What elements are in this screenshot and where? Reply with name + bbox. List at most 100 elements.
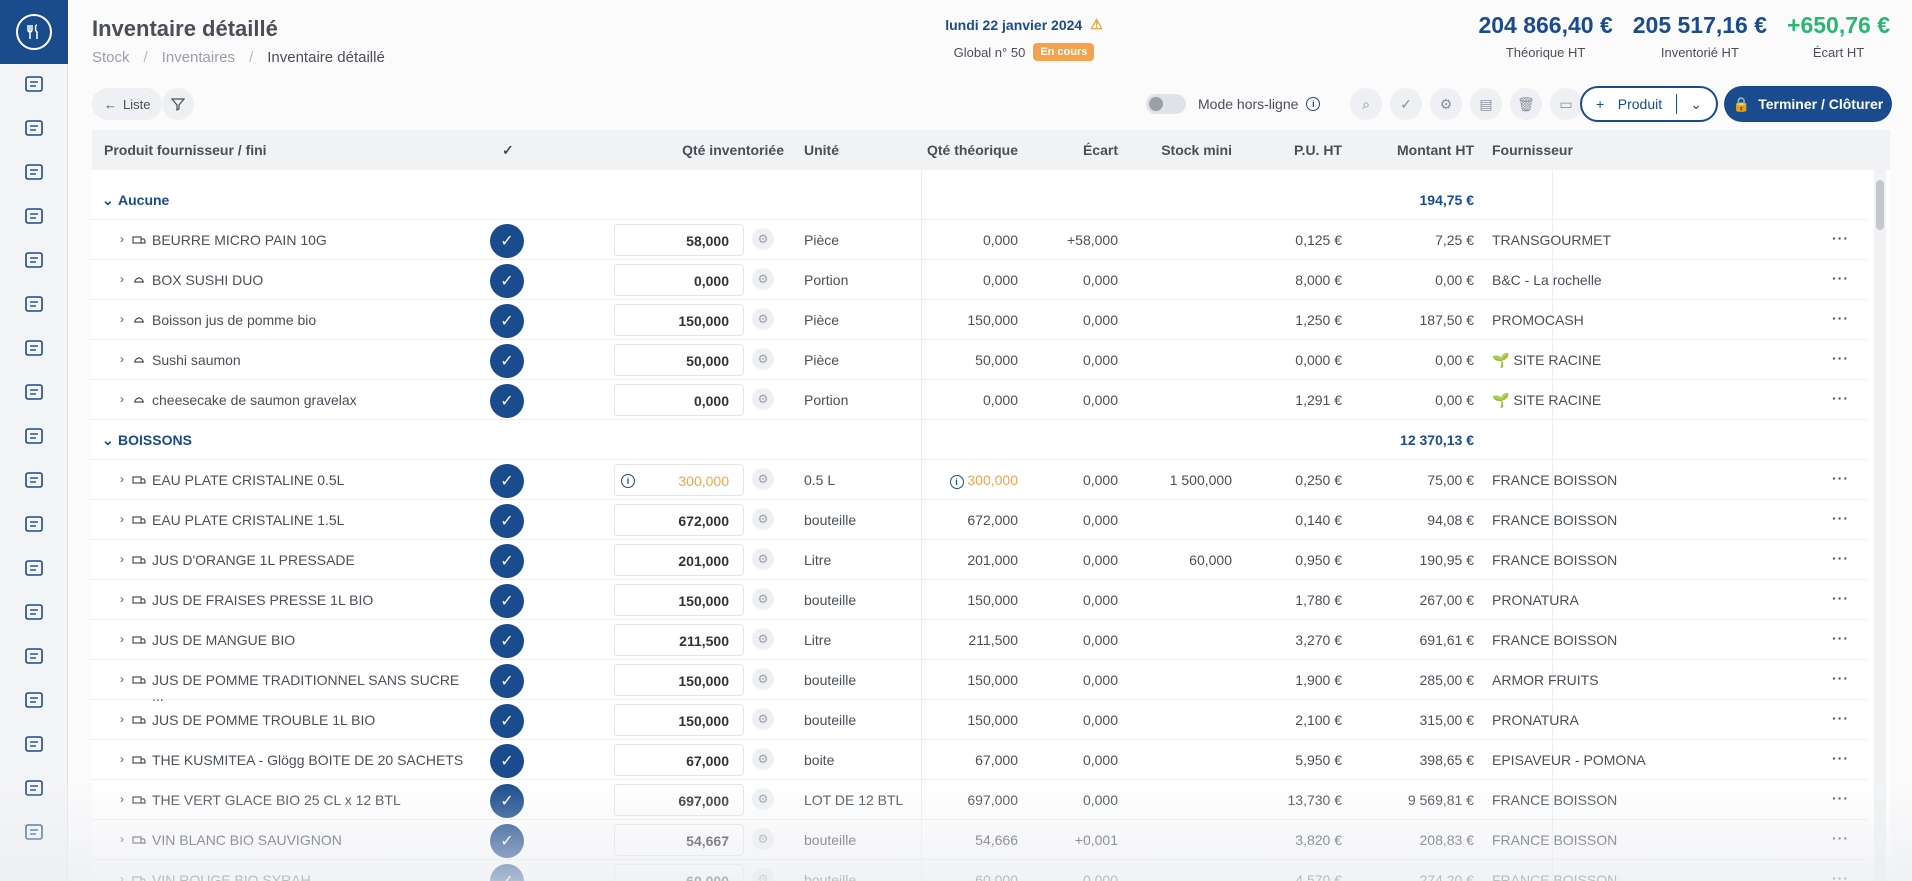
gear-icon[interactable]: ⚙ [752, 748, 774, 770]
close-inventory-button[interactable]: 🔒 Terminer / Clôturer [1724, 86, 1892, 122]
col-pu-ht[interactable]: P.U. HT [1294, 142, 1342, 158]
qty-inventoriee-input[interactable]: 150,000 [614, 304, 744, 336]
qty-inventoriee-input[interactable]: 150,000 [614, 664, 744, 696]
chevron-down-icon[interactable]: ⌄ [102, 192, 114, 208]
gear-icon[interactable]: ⚙ [752, 388, 774, 410]
qty-inventoriee-input[interactable]: 211,500 [614, 624, 744, 656]
col-produit[interactable]: Produit fournisseur / fini [104, 142, 267, 158]
add-product-button[interactable]: + Produit ⌄ [1580, 86, 1718, 122]
gear-icon[interactable]: ⚙ [752, 468, 774, 490]
chevron-right-icon[interactable]: › [120, 512, 124, 526]
app-logo[interactable] [0, 0, 68, 64]
checked-icon[interactable]: ✓ [490, 824, 524, 858]
checked-icon[interactable]: ✓ [490, 664, 524, 698]
settings-button[interactable]: ⚙ [1430, 88, 1462, 120]
checked-icon[interactable]: ✓ [490, 384, 524, 418]
chevron-right-icon[interactable]: › [120, 672, 124, 686]
qty-inventoriee-input[interactable]: 54,667 [614, 824, 744, 856]
sidebar-settings-icon[interactable] [22, 292, 46, 316]
sidebar-cart-icon[interactable] [22, 512, 46, 536]
checked-icon[interactable]: ✓ [490, 504, 524, 538]
sidebar-calculator-icon[interactable] [22, 688, 46, 712]
checked-icon[interactable]: ✓ [490, 224, 524, 258]
product-name[interactable]: BEURRE MICRO PAIN 10G [152, 232, 327, 248]
table-row[interactable]: › JUS DE POMME TROUBLE 1L BIO ✓ 150,000 ⚙ bou… [92, 700, 1867, 740]
chevron-right-icon[interactable]: › [120, 392, 124, 406]
table-row[interactable]: › JUS DE MANGUE BIO ✓ 211,500 ⚙ Litre 211,500 0… [92, 620, 1867, 660]
chevron-right-icon[interactable]: › [120, 232, 124, 246]
gear-icon[interactable]: ⚙ [752, 788, 774, 810]
table-row[interactable]: › VIN BLANC BIO SAUVIGNON ✓ 54,667 ⚙ bouteill… [92, 820, 1867, 860]
more-options-icon[interactable]: ··· [1832, 510, 1849, 526]
sidebar-handshake-icon[interactable] [22, 116, 46, 140]
checked-icon[interactable]: ✓ [490, 344, 524, 378]
product-name[interactable]: BOX SUSHI DUO [152, 272, 264, 288]
qty-inventoriee-input[interactable]: 0,000 [614, 384, 744, 416]
table-row[interactable]: › EAU PLATE CRISTALINE 1.5L ✓ 672,000 ⚙ boute… [92, 500, 1867, 540]
sidebar-layers-icon[interactable] [22, 644, 46, 668]
table-row[interactable]: › Sushi saumon ✓ 50,000 ⚙ Pièce 50,000 0,000 0,0… [92, 340, 1867, 380]
table-row[interactable]: › Boisson jus de pomme bio ✓ 150,000 ⚙ Pièce 1… [92, 300, 1867, 340]
breadcrumb-inventaires[interactable]: Inventaires [161, 49, 236, 66]
sidebar-dashboard-icon[interactable] [22, 72, 46, 96]
qty-inventoriee-input[interactable]: i 300,000 [614, 464, 744, 496]
more-options-icon[interactable]: ··· [1832, 310, 1849, 326]
gear-icon[interactable]: ⚙ [752, 828, 774, 850]
gear-icon[interactable]: ⚙ [752, 668, 774, 690]
sidebar-coffee-icon[interactable] [22, 556, 46, 580]
chevron-right-icon[interactable]: › [120, 792, 124, 806]
qty-inventoriee-input[interactable]: 150,000 [614, 584, 744, 616]
qty-inventoriee-input[interactable]: 67,000 [614, 744, 744, 776]
delete-button[interactable]: 🗑 [1510, 88, 1542, 120]
col-ecart[interactable]: Écart [1082, 142, 1118, 158]
chevron-right-icon[interactable]: › [120, 832, 124, 846]
group-row[interactable]: ⌄ Aucune 194,75 € [92, 180, 1867, 220]
comment-button[interactable]: ▭ [1550, 88, 1582, 120]
product-name[interactable]: Sushi saumon [152, 352, 241, 368]
more-options-icon[interactable]: ··· [1832, 550, 1849, 566]
col-stock-mini[interactable]: Stock mini [1161, 142, 1232, 158]
table-row[interactable]: › JUS DE FRAISES PRESSE 1L BIO ✓ 150,000 ⚙ bo… [92, 580, 1867, 620]
checked-icon[interactable]: ✓ [490, 584, 524, 618]
more-options-icon[interactable]: ··· [1832, 230, 1849, 246]
gear-icon[interactable]: ⚙ [752, 868, 774, 881]
chevron-right-icon[interactable]: › [120, 352, 124, 366]
checked-icon[interactable]: ✓ [490, 864, 524, 881]
checked-icon[interactable]: ✓ [490, 784, 524, 818]
qty-inventoriee-input[interactable]: 58,000 [614, 224, 744, 256]
more-options-icon[interactable]: ··· [1832, 630, 1849, 646]
more-options-icon[interactable]: ··· [1832, 590, 1849, 606]
qty-inventoriee-input[interactable]: 672,000 [614, 504, 744, 536]
table-row[interactable]: › BEURRE MICRO PAIN 10G ✓ 58,000 ⚙ Pièce 0,000… [92, 220, 1867, 260]
checked-icon[interactable]: ✓ [490, 624, 524, 658]
gear-icon[interactable]: ⚙ [752, 228, 774, 250]
table-row[interactable]: › JUS D'ORANGE 1L PRESSADE ✓ 201,000 ⚙ Litre 2… [92, 540, 1867, 580]
sidebar-chef-hat-icon[interactable] [22, 248, 46, 272]
more-options-icon[interactable]: ··· [1832, 750, 1849, 766]
scrollbar-thumb[interactable] [1876, 180, 1884, 230]
more-options-icon[interactable]: ··· [1832, 710, 1849, 726]
product-name[interactable]: JUS DE POMME TROUBLE 1L BIO [152, 712, 376, 728]
qty-inventoriee-input[interactable]: 50,000 [614, 344, 744, 376]
col-montant-ht[interactable]: Montant HT [1397, 142, 1474, 158]
info-icon[interactable]: i [949, 475, 964, 489]
table-row[interactable]: › EAU PLATE CRISTALINE 0.5L ✓ i 300,000 ⚙ 0.5 … [92, 460, 1867, 500]
checked-icon[interactable]: ✓ [490, 744, 524, 778]
chevron-right-icon[interactable]: › [120, 872, 124, 881]
more-options-icon[interactable]: ··· [1832, 390, 1849, 406]
col-unite[interactable]: Unité [804, 142, 839, 158]
gear-icon[interactable]: ⚙ [752, 628, 774, 650]
qty-inventoriee-input[interactable]: 60,000 [614, 864, 744, 881]
more-options-icon[interactable]: ··· [1832, 830, 1849, 846]
checked-icon[interactable]: ✓ [490, 704, 524, 738]
product-name[interactable]: VIN BLANC BIO SAUVIGNON [152, 832, 342, 848]
product-name[interactable]: EAU PLATE CRISTALINE 1.5L [152, 512, 345, 528]
product-name[interactable]: THE KUSMITEA - Glögg BOITE DE 20 SACHETS [152, 752, 464, 768]
chevron-right-icon[interactable]: › [120, 752, 124, 766]
table-row[interactable]: › BOX SUSHI DUO ✓ 0,000 ⚙ Portion 0,000 0,000 8,… [92, 260, 1867, 300]
sidebar-truck-icon[interactable] [22, 600, 46, 624]
product-name[interactable]: EAU PLATE CRISTALINE 0.5L [152, 472, 345, 488]
chevron-right-icon[interactable]: › [120, 472, 124, 486]
chevron-down-icon[interactable]: ⌄ [102, 432, 114, 448]
breadcrumb-stock[interactable]: Stock [92, 49, 130, 66]
